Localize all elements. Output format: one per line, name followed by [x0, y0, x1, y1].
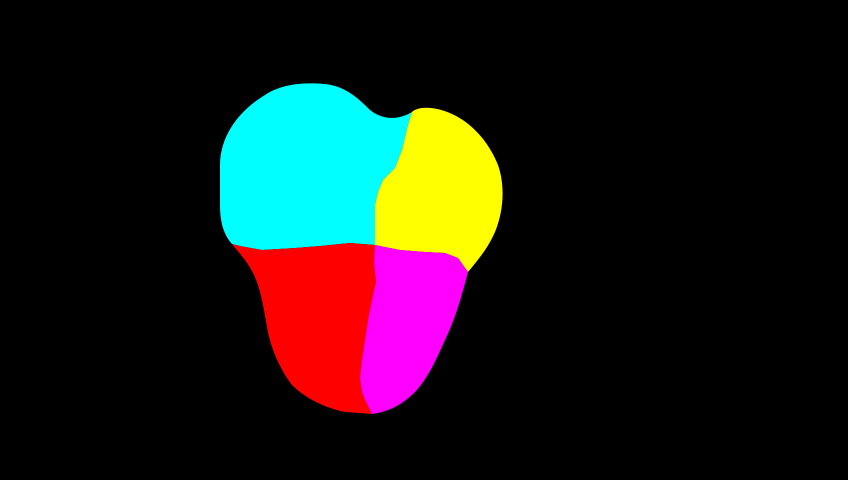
- lower-right-region: [360, 245, 468, 414]
- upper-right-region: [375, 107, 503, 273]
- lower-left-region: [232, 243, 376, 414]
- upper-left-region: [220, 83, 412, 251]
